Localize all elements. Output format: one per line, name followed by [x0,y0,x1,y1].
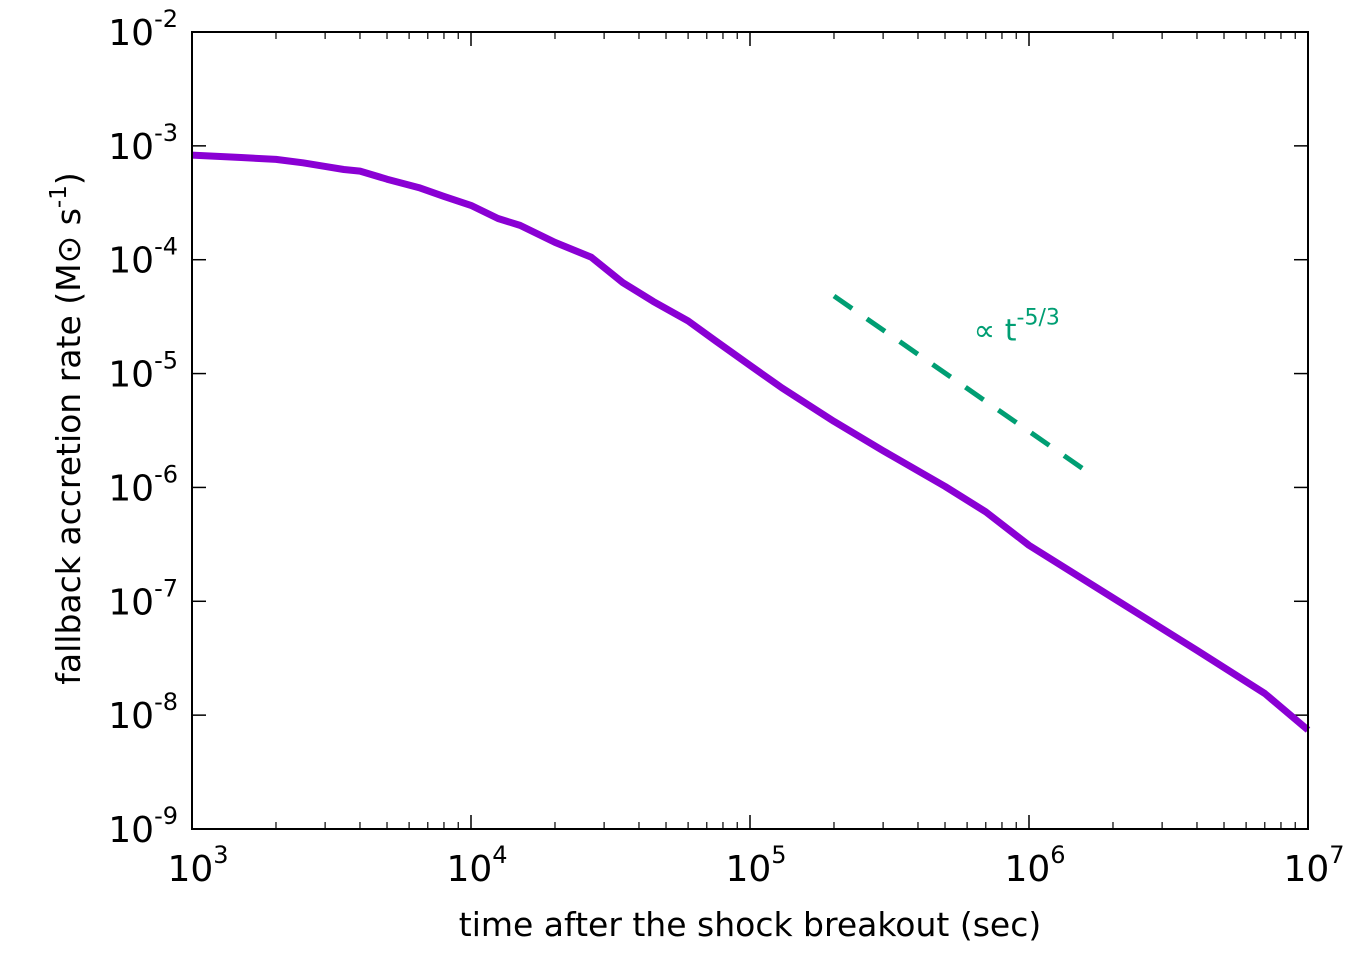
y-axis-title-text: fallback accretion rate (M [49,263,88,684]
y-tick-exponent: -3 [154,119,178,147]
y-axis-title-suffix: ) [49,172,88,185]
x-tick-label: 105 [725,841,786,890]
y-tick-exponent: -6 [154,460,178,488]
labels-layer: 103 104 105 106 10710-910-810-710-610-510-41… [108,5,1344,890]
x-tick-base: 10 [1283,849,1329,890]
y-tick-exponent: -4 [154,233,178,261]
x-tick-label: 103 [167,841,228,890]
y-tick-label: 10-2 [108,5,178,54]
reference-slope-line [832,293,1088,473]
y-axis-title-unit-exponent: -1 [46,185,72,208]
y-axis-title-unit: s [49,208,88,236]
y-tick-base: 10 [108,127,154,168]
x-tick-base: 10 [725,849,771,890]
x-tick-label: 104 [446,841,507,890]
accretion-rate-line [191,151,1311,733]
y-tick-label: 10-5 [108,347,178,396]
x-tick-label: 107 [1283,841,1344,890]
slope-annotation-exponent: -5/3 [1017,306,1060,331]
series-layer [191,151,1311,733]
y-tick-label: 10-9 [108,802,178,851]
y-axis-title: fallback accretion rate (M⊙ s-1) [46,172,88,684]
x-tick-base: 10 [167,849,213,890]
y-tick-base: 10 [108,696,154,737]
y-tick-label: 10-4 [108,233,178,282]
y-tick-label: 10-8 [108,688,178,737]
x-tick-base: 10 [1004,849,1050,890]
y-tick-base: 10 [108,13,154,54]
x-tick-label: 106 [1004,841,1065,890]
x-tick-exponent: 7 [1329,841,1344,869]
y-tick-base: 10 [108,582,154,623]
y-tick-base: 10 [108,355,154,396]
y-tick-exponent: -5 [154,347,178,375]
y-tick-exponent: -7 [154,574,178,602]
x-tick-exponent: 3 [213,841,228,869]
slope-annotation-text: ∝ t [974,314,1017,349]
x-tick-base: 10 [446,849,492,890]
x-tick-exponent: 6 [1050,841,1065,869]
sun-symbol: ⊙ [49,236,88,264]
y-tick-base: 10 [108,241,154,282]
x-tick-exponent: 5 [771,841,786,869]
plot-frame [191,31,1309,830]
x-tick-exponent: 4 [492,841,507,869]
y-tick-label: 10-6 [108,460,178,509]
y-tick-exponent: -9 [154,802,178,830]
y-tick-exponent: -2 [154,5,178,33]
x-axis-title: time after the shock breakout (sec) [459,905,1041,944]
y-tick-base: 10 [108,468,154,509]
slope-annotation: ∝ t-5/3 [974,306,1060,349]
y-tick-base: 10 [108,810,154,851]
y-tick-label: 10-7 [108,574,178,623]
y-tick-exponent: -8 [154,688,178,716]
y-tick-label: 10-3 [108,119,178,168]
